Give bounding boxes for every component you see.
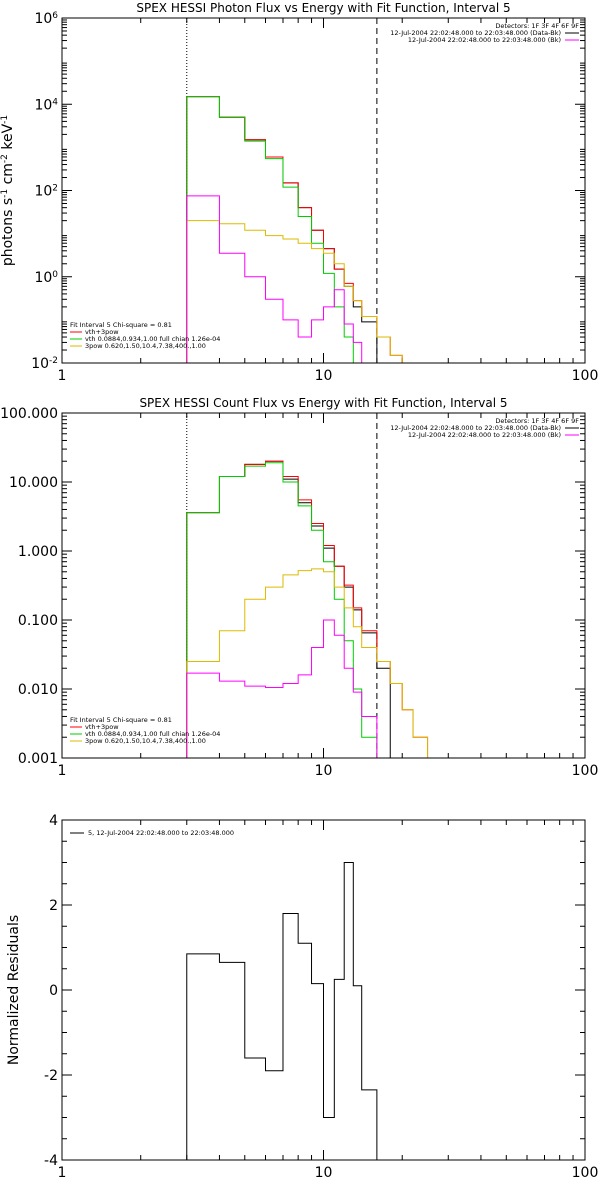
y-tick-label: -2	[44, 1068, 58, 1084]
legend-entry: 12-Jul-2004 22:02:48.000 to 22:03:48.000…	[390, 29, 561, 37]
fit-legend-entry: vth 0.0884,0.934,1.00 full chian 1.26e-0…	[85, 730, 220, 738]
series-vth	[186, 462, 378, 758]
y-tick-label: 102	[34, 184, 58, 200]
y-tick-label: 1.000	[18, 544, 58, 560]
x-tick-label: 10	[315, 763, 333, 779]
y-tick-label: 106	[34, 11, 58, 27]
y-axis-label: Normalized Residuals	[6, 915, 22, 1065]
series-bk	[186, 619, 378, 758]
series-data-bk	[186, 460, 391, 758]
y-tick-label: 10-2	[31, 356, 58, 372]
plot-area	[186, 96, 428, 363]
series-data-bk	[186, 96, 378, 363]
x-tick-label: 10	[315, 368, 333, 384]
y-tick-label: 0.100	[18, 613, 58, 629]
series-vth	[186, 96, 362, 363]
fit-legend-entry: 3pow 0.620,1.50,10.4,7.38,400.,1.00	[85, 342, 206, 350]
x-tick-label: 1	[58, 1165, 67, 1181]
chart-photon: SPEX HESSI Photon Flux vs Energy with Fi…	[0, 1, 598, 384]
y-tick-label: 104	[34, 97, 58, 113]
legend-entry: 5, 12-Jul-2004 22:02:48.000 to 22:03:48.…	[88, 829, 234, 837]
x-tick-label: 1	[58, 368, 67, 384]
series-3pow	[186, 568, 429, 758]
plot-area	[186, 862, 378, 1160]
plot-frame	[61, 412, 586, 759]
series-vth-3pow	[186, 96, 428, 363]
x-tick-label: 100	[572, 1165, 599, 1181]
chart-residuals: Normalized Residuals 1 10 100 -4 -2 0 2 4 5, 12-J…	[6, 813, 598, 1181]
legend-entry: Detectors: 1F 3F 4F 6F 9F	[495, 417, 579, 425]
x-tick-label: 100	[572, 763, 599, 779]
y-tick-label: 0	[49, 983, 58, 999]
y-tick-label: 0.010	[18, 682, 58, 698]
legend-entry: 12-Jul-2004 22:02:48.000 to 22:03:48.000…	[408, 431, 561, 439]
y-tick-label: -4	[44, 1153, 58, 1169]
y-tick-label: 10.000	[9, 475, 58, 491]
y-tick-label: 100	[34, 270, 58, 286]
fit-legend-entry: vth 0.0884,0.934,1.00 full chian 1.26e-0…	[85, 335, 220, 343]
chart-title: SPEX HESSI Count Flux vs Energy with Fit…	[139, 396, 507, 410]
chart-count: SPEX HESSI Count Flux vs Energy with Fit…	[0, 396, 598, 779]
chart-title: SPEX HESSI Photon Flux vs Energy with Fi…	[136, 1, 510, 15]
fit-legend-entry: Fit Interval 5 Chi-square = 0.81	[70, 321, 172, 329]
plot-area	[186, 460, 429, 758]
y-tick-label: 100.000	[0, 406, 58, 422]
series-bk	[186, 195, 377, 363]
series-5-12-jul-2004-22-02-48-000-to-22-03-48-000	[186, 862, 378, 1160]
legend-entry: Detectors: 1F 3F 4F 6F 9F	[495, 22, 579, 30]
x-tick-label: 10	[315, 1165, 333, 1181]
y-axis-label: photons s-1 cm-2 keV-1	[0, 115, 16, 266]
y-tick-label: 0.001	[18, 751, 58, 767]
plot-frame	[61, 17, 586, 364]
series-3pow	[186, 220, 428, 363]
plot-frame	[61, 819, 586, 1161]
legend-entry: 12-Jul-2004 22:02:48.000 to 22:03:48.000…	[390, 424, 561, 432]
legend-entry: 12-Jul-2004 22:02:48.000 to 22:03:48.000…	[408, 36, 561, 44]
fit-legend-entry: vth+3pow	[85, 328, 119, 336]
fit-legend-entry: vth+3pow	[85, 723, 119, 731]
fit-legend-entry: 3pow 0.620,1.50,10.4,7.38,400.,1.00	[85, 737, 206, 745]
y-tick-label: 4	[49, 813, 58, 829]
y-tick-label: 2	[49, 898, 58, 914]
x-tick-label: 1	[58, 763, 67, 779]
fit-legend-entry: Fit Interval 5 Chi-square = 0.81	[70, 716, 172, 724]
x-tick-label: 100	[572, 368, 599, 384]
